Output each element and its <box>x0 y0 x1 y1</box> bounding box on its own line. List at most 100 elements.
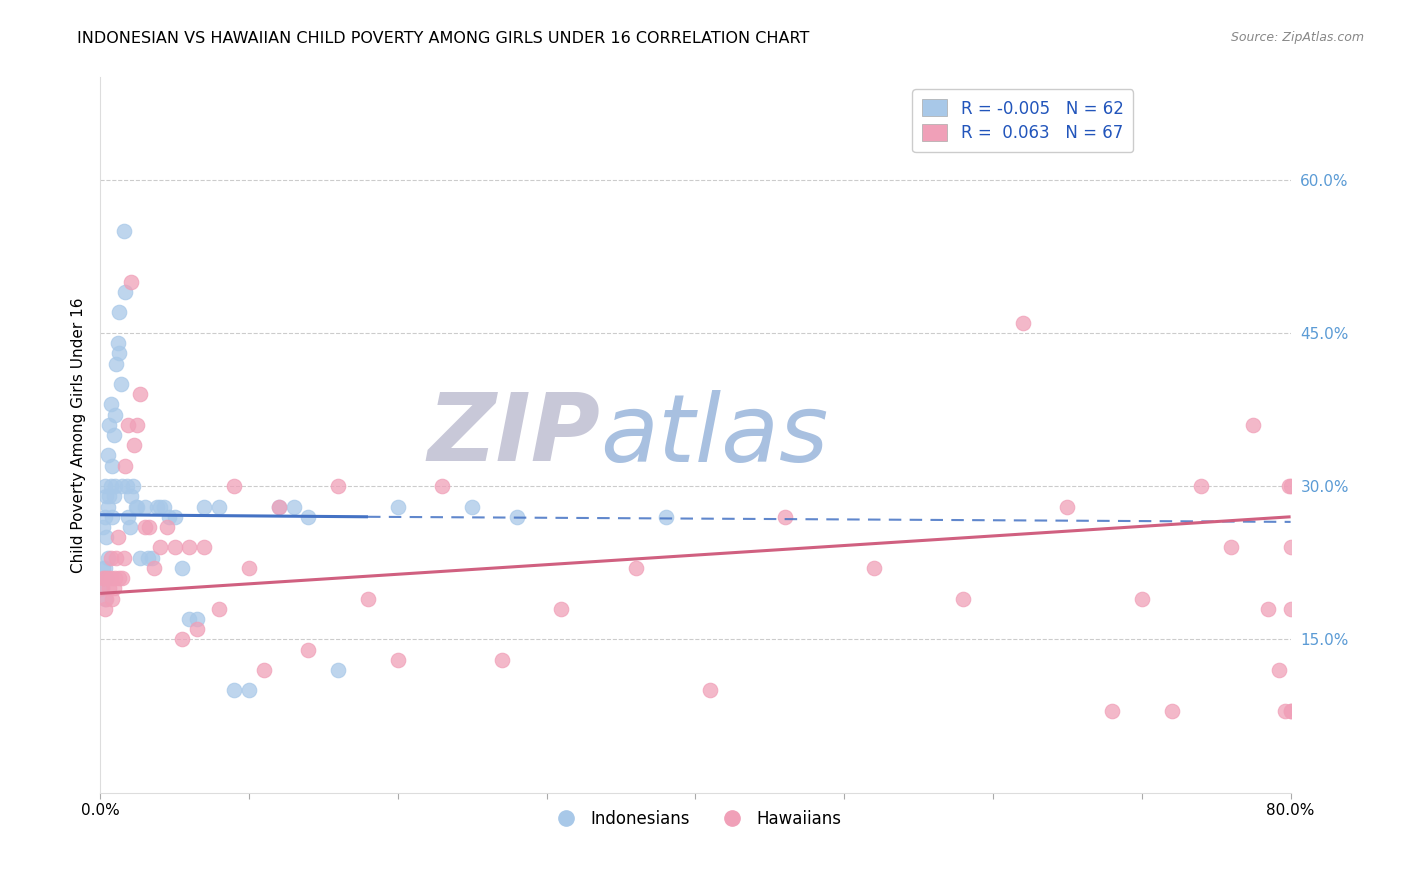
Point <box>100 571 122 585</box>
Point <box>98 417 121 432</box>
Point <box>112 224 135 238</box>
Point <box>156 520 179 534</box>
Point <box>114 285 136 299</box>
Point <box>112 550 135 565</box>
Point <box>127 500 149 514</box>
Point <box>1220 541 1243 555</box>
Point <box>1279 704 1302 718</box>
Point <box>952 591 974 606</box>
Point <box>93 479 115 493</box>
Point <box>142 561 165 575</box>
Point <box>1101 704 1123 718</box>
Point <box>193 500 215 514</box>
Text: atlas: atlas <box>600 390 828 481</box>
Point <box>93 601 115 615</box>
Point <box>121 479 143 493</box>
Point <box>125 500 148 514</box>
Point <box>654 509 676 524</box>
Point <box>134 520 156 534</box>
Point <box>222 683 245 698</box>
Text: ZIP: ZIP <box>427 389 600 481</box>
Point <box>93 571 115 585</box>
Point <box>94 530 117 544</box>
Point <box>108 346 131 360</box>
Point <box>773 509 796 524</box>
Point <box>129 387 152 401</box>
Point <box>1267 663 1289 677</box>
Point <box>179 541 201 555</box>
Point <box>1278 479 1301 493</box>
Point <box>550 601 572 615</box>
Point <box>111 571 134 585</box>
Point <box>1274 704 1296 718</box>
Point <box>105 357 128 371</box>
Point <box>186 622 208 636</box>
Point <box>253 663 276 677</box>
Point <box>328 663 350 677</box>
Point <box>129 550 152 565</box>
Point <box>117 417 139 432</box>
Point <box>101 458 124 473</box>
Point <box>170 561 193 575</box>
Point <box>208 601 231 615</box>
Point <box>100 397 122 411</box>
Point <box>114 458 136 473</box>
Point <box>93 561 115 575</box>
Point <box>101 509 124 524</box>
Point <box>100 550 122 565</box>
Point <box>163 541 186 555</box>
Point <box>104 571 127 585</box>
Point <box>699 683 721 698</box>
Point <box>138 520 160 534</box>
Point <box>98 489 121 503</box>
Point <box>136 550 159 565</box>
Point <box>267 500 290 514</box>
Point <box>267 500 290 514</box>
Point <box>1279 601 1302 615</box>
Point <box>1279 479 1302 493</box>
Point <box>93 591 115 606</box>
Point <box>97 571 120 585</box>
Point <box>93 509 115 524</box>
Y-axis label: Child Poverty Among Girls Under 16: Child Poverty Among Girls Under 16 <box>72 297 86 573</box>
Point <box>1189 479 1212 493</box>
Point <box>1279 704 1302 718</box>
Point <box>238 683 260 698</box>
Point <box>193 541 215 555</box>
Point <box>297 642 319 657</box>
Point <box>108 571 131 585</box>
Point <box>90 582 112 596</box>
Point <box>127 417 149 432</box>
Point <box>157 509 180 524</box>
Legend: Indonesians, Hawaiians: Indonesians, Hawaiians <box>543 803 848 834</box>
Point <box>118 520 141 534</box>
Point <box>104 479 127 493</box>
Point <box>91 561 114 575</box>
Point <box>91 520 114 534</box>
Point <box>491 653 513 667</box>
Point <box>111 479 134 493</box>
Point <box>117 509 139 524</box>
Point <box>104 408 127 422</box>
Point <box>134 500 156 514</box>
Point <box>149 541 172 555</box>
Point <box>145 500 167 514</box>
Point <box>624 561 647 575</box>
Point <box>1011 316 1033 330</box>
Point <box>94 591 117 606</box>
Point <box>1279 541 1302 555</box>
Point <box>506 509 529 524</box>
Point <box>283 500 305 514</box>
Point <box>153 500 176 514</box>
Point <box>98 582 121 596</box>
Point <box>328 479 350 493</box>
Point <box>115 479 138 493</box>
Point <box>100 479 122 493</box>
Point <box>103 428 125 442</box>
Text: Source: ZipAtlas.com: Source: ZipAtlas.com <box>1230 31 1364 45</box>
Point <box>107 530 129 544</box>
Point <box>97 449 120 463</box>
Point <box>120 489 142 503</box>
Point <box>1130 591 1153 606</box>
Point <box>297 509 319 524</box>
